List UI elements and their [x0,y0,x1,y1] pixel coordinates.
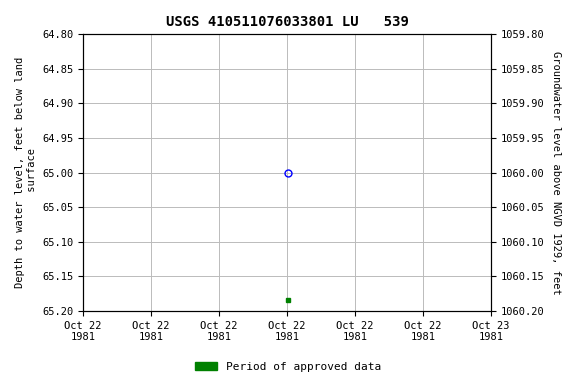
Y-axis label: Depth to water level, feet below land
 surface: Depth to water level, feet below land su… [15,57,37,288]
Title: USGS 410511076033801 LU   539: USGS 410511076033801 LU 539 [165,15,408,29]
Y-axis label: Groundwater level above NGVD 1929, feet: Groundwater level above NGVD 1929, feet [551,51,561,295]
Legend: Period of approved data: Period of approved data [191,358,385,377]
